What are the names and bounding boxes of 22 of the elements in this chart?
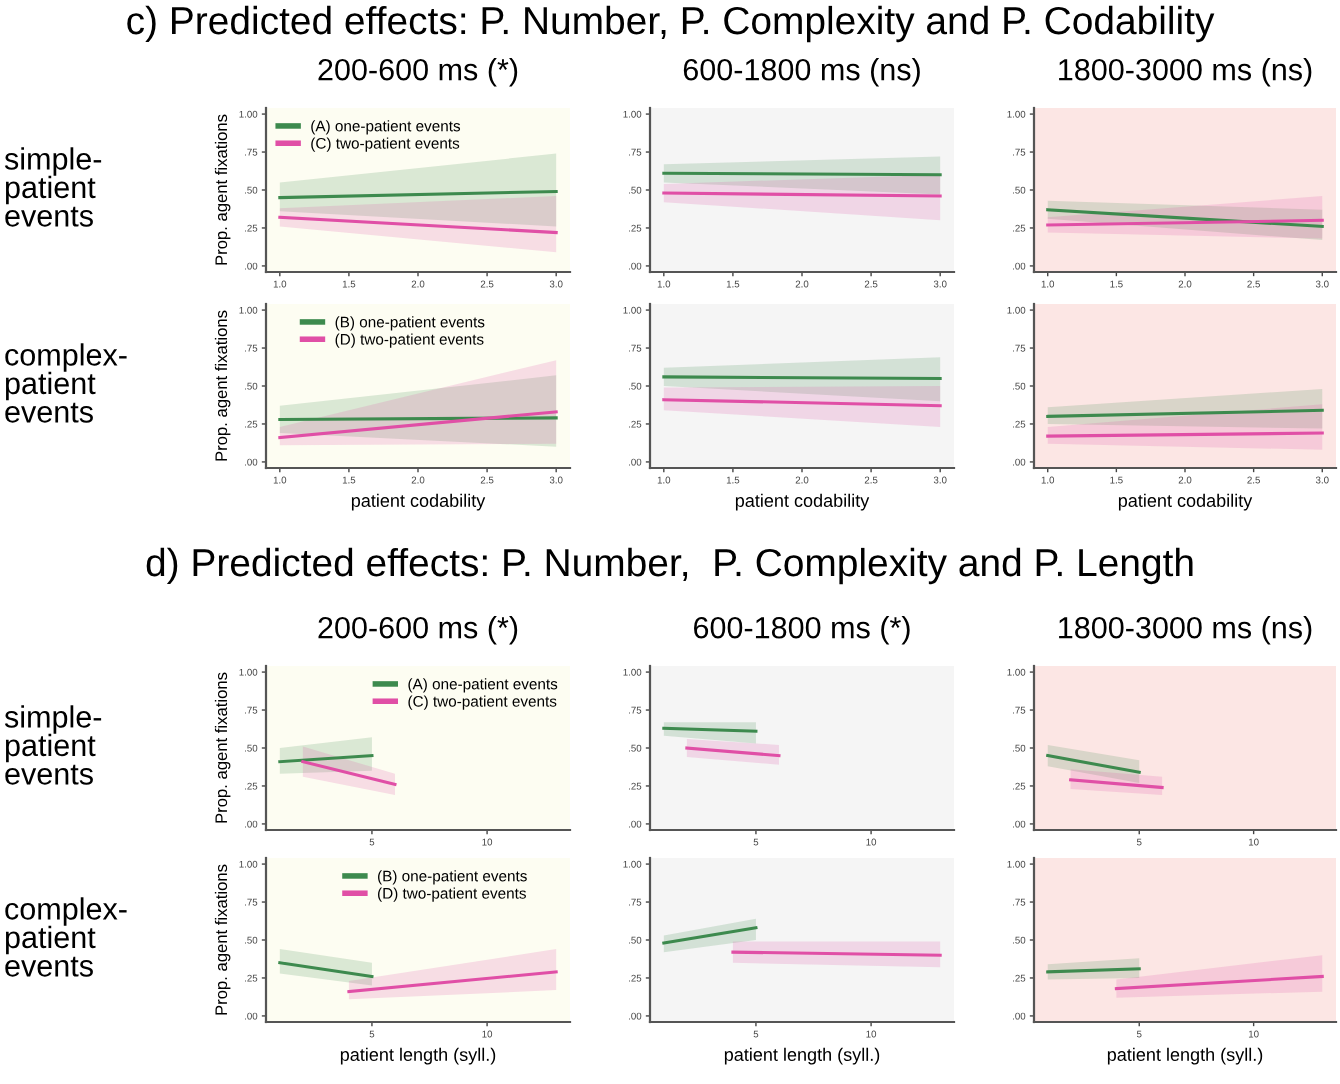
text: complex- patient events xyxy=(5,897,127,977)
x-axis-title: patient codability xyxy=(1118,493,1253,511)
y-axis-title: Prop. agent fixations xyxy=(214,672,231,823)
text: simple- patient events xyxy=(4,705,102,785)
chart-title: 200-600 ms (*) xyxy=(318,58,518,87)
chart-title: 1800-3000 ms (ns) xyxy=(1059,58,1312,87)
text: d) Predicted effects: P. Number, P. Complexity and P. Length xyxy=(146,547,1193,585)
chart-title: 1800-3000 ms (ns) xyxy=(1059,616,1312,645)
x-axis-title: patient length (syll.) xyxy=(1107,1047,1263,1065)
y-axis-title: Prop. agent fixations xyxy=(214,114,231,265)
x-axis-title: patient length (syll.) xyxy=(340,1047,496,1065)
text: simple- patient events xyxy=(4,147,102,227)
x-axis-title: patient length (syll.) xyxy=(724,1047,880,1065)
text: complex- patient events xyxy=(5,343,127,423)
chart-title: 600-1800 ms (ns) xyxy=(683,58,920,87)
chart-title: 600-1800 ms (*) xyxy=(694,616,910,645)
y-axis-title: Prop. agent fixations xyxy=(214,864,231,1015)
y-axis-title: Prop. agent fixations xyxy=(214,310,231,461)
text: c) Predicted effects: P. Number, P. Complexity and P. Codability xyxy=(127,5,1215,43)
chart-title: 200-600 ms (*) xyxy=(318,616,518,645)
x-axis-title: patient codability xyxy=(735,493,870,511)
x-axis-title: patient codability xyxy=(351,493,486,511)
